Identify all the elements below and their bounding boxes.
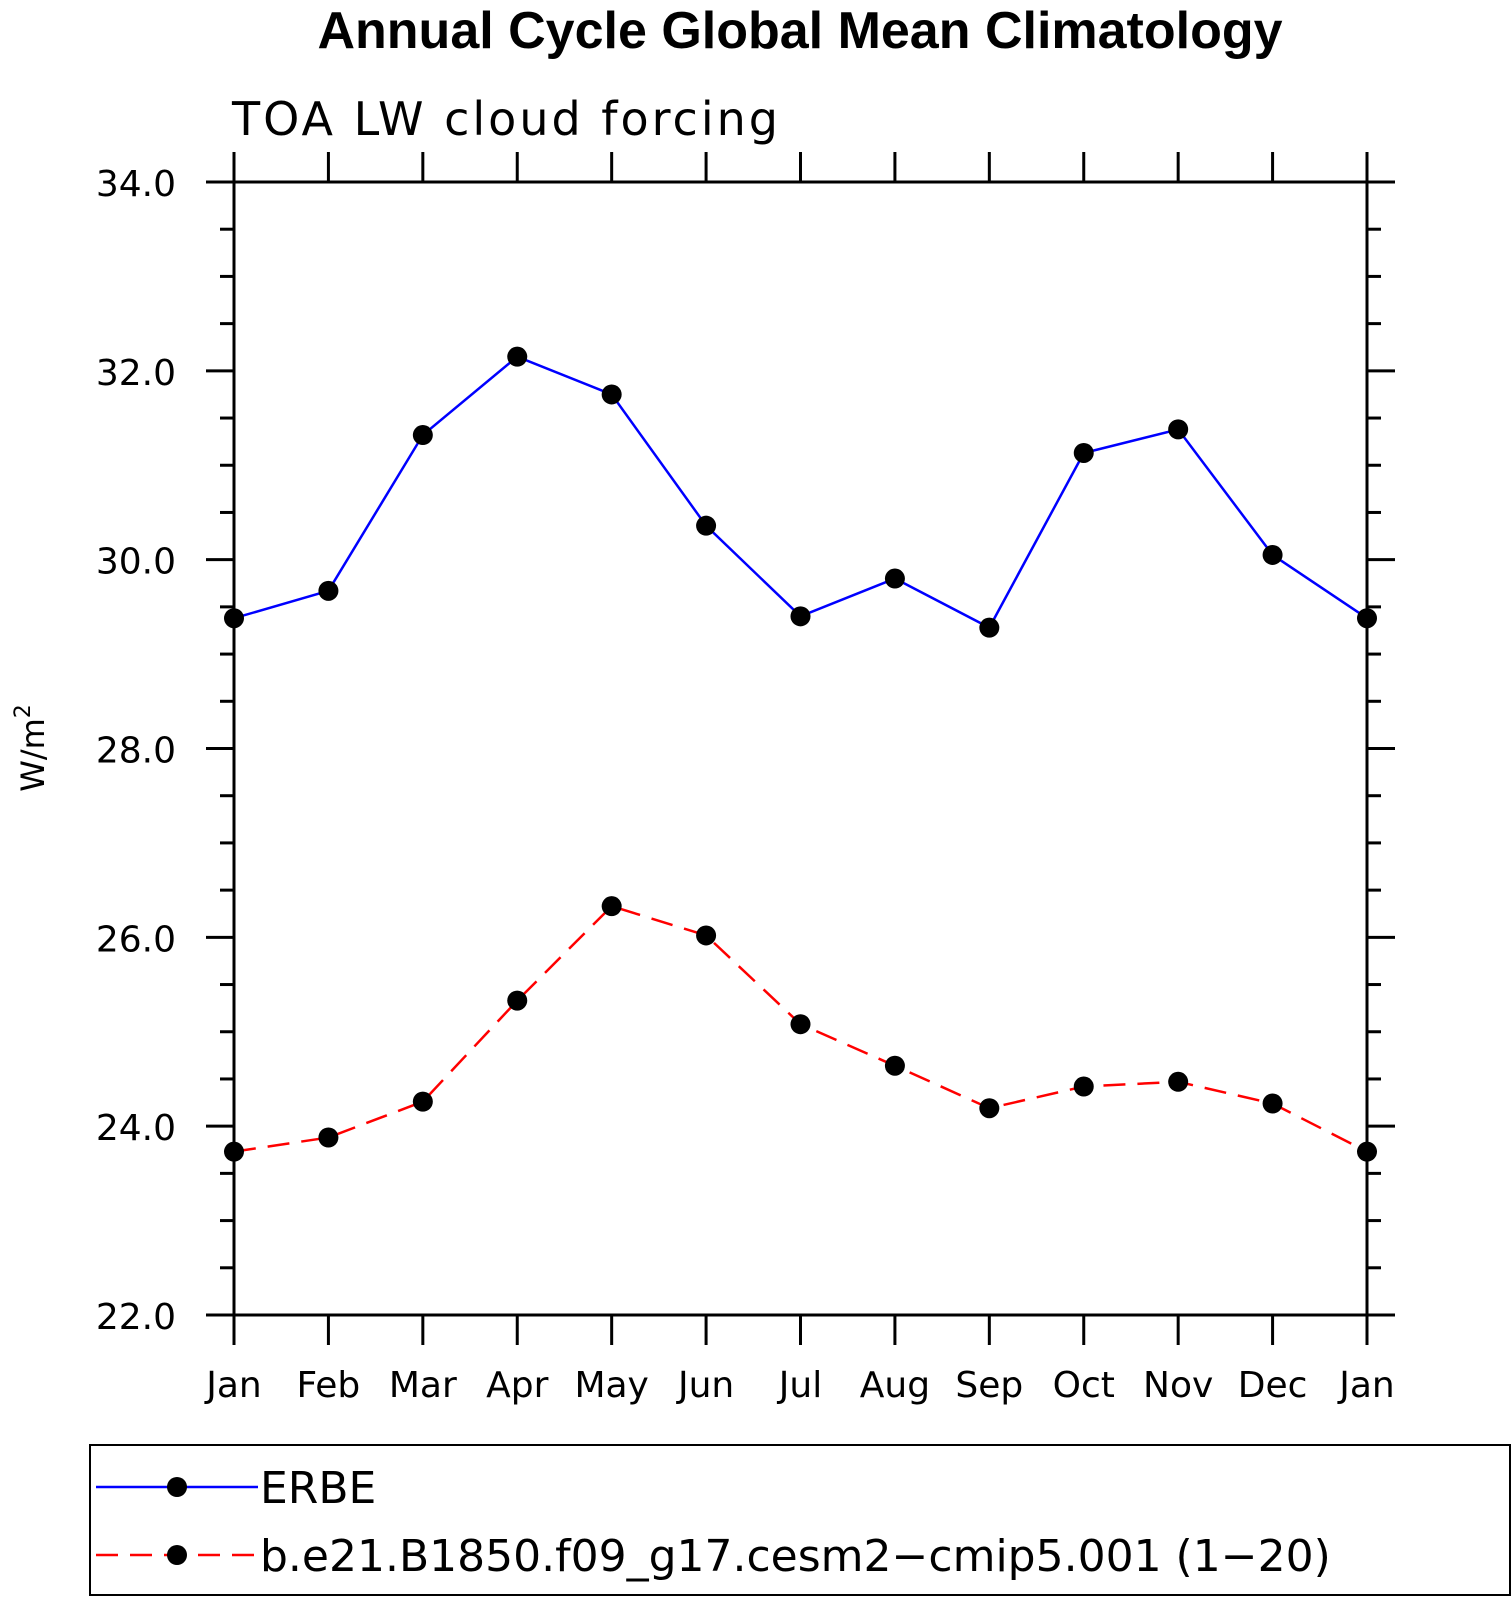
legend-label-0: ERBE bbox=[260, 1463, 376, 1514]
series-1-point bbox=[1073, 1076, 1094, 1097]
series-1-point bbox=[696, 925, 717, 946]
y-tick-label: 26.0 bbox=[96, 919, 176, 960]
series-0-point bbox=[1168, 419, 1189, 440]
x-tick-label: Jan bbox=[204, 1365, 262, 1406]
y-tick-label: 32.0 bbox=[96, 353, 176, 394]
series-0-point bbox=[884, 568, 905, 589]
series-0-point bbox=[979, 617, 1000, 638]
x-tick-label: Nov bbox=[1143, 1365, 1213, 1406]
series-1-point bbox=[1357, 1141, 1377, 1162]
x-tick-label: Jun bbox=[676, 1365, 734, 1406]
x-tick-label: Jan bbox=[1337, 1365, 1395, 1406]
legend-marker-1 bbox=[167, 1545, 187, 1565]
series-1-point bbox=[601, 896, 622, 917]
series-0-point bbox=[696, 515, 717, 536]
series-0-point bbox=[507, 346, 528, 367]
series-1-point bbox=[1262, 1093, 1283, 1114]
y-tick-labels: 22.0 24.0 26.0 28.0 30.0 32.0 34.0 bbox=[96, 164, 176, 1338]
series-0-point bbox=[1262, 544, 1283, 565]
series-0-point bbox=[318, 580, 339, 601]
series-1-point bbox=[224, 1141, 244, 1162]
plot-frame bbox=[232, 180, 1369, 1317]
series-0-point bbox=[601, 384, 622, 405]
x-tick-label: Jul bbox=[777, 1365, 822, 1406]
axis-ticks bbox=[206, 152, 1395, 1345]
series-1-point bbox=[412, 1091, 433, 1112]
chart-title: Annual Cycle Global Mean Climatology bbox=[317, 2, 1282, 60]
series-1-point bbox=[318, 1127, 339, 1148]
series-layer bbox=[224, 346, 1377, 1162]
svg-text:W/m2: W/m2 bbox=[11, 704, 52, 792]
series-0-point bbox=[412, 425, 433, 446]
series-0-point bbox=[1073, 442, 1094, 463]
series-line-0 bbox=[233, 355, 1368, 630]
y-tick-label: 22.0 bbox=[96, 1297, 176, 1338]
series-1-point bbox=[1168, 1071, 1189, 1092]
x-tick-label: Aug bbox=[860, 1365, 930, 1406]
x-tick-label: May bbox=[574, 1365, 648, 1406]
series-1-point bbox=[884, 1055, 905, 1076]
x-tick-labels: Jan Feb Mar Apr May Jun Jul Aug Sep Oct Nov Dec Jan bbox=[204, 1365, 1395, 1406]
legend-label-1: b.e21.B1850.f09_g17.cesm2−cmip5.001 (1−2… bbox=[260, 1531, 1331, 1582]
legend: ERBE b.e21.B1850.f09_g17.cesm2−cmip5.001 … bbox=[89, 1444, 1511, 1596]
series-1-point bbox=[979, 1098, 1000, 1119]
legend-items: ERBE b.e21.B1850.f09_g17.cesm2−cmip5.001 … bbox=[96, 1463, 1331, 1582]
chart-subtitle: TOA LW cloud forcing bbox=[231, 92, 781, 146]
x-tick-label: Apr bbox=[486, 1365, 548, 1406]
y-axis-label: W/m2 bbox=[11, 704, 52, 792]
y-axis-label-text: W/m bbox=[14, 718, 52, 792]
x-tick-label: Dec bbox=[1238, 1365, 1308, 1406]
series-0-point bbox=[1357, 608, 1377, 629]
y-tick-label: 34.0 bbox=[96, 164, 176, 205]
y-tick-label: 30.0 bbox=[96, 542, 176, 583]
y-axis-label-superscript: 2 bbox=[11, 704, 36, 718]
x-tick-label: Oct bbox=[1053, 1365, 1115, 1406]
series-1-point bbox=[790, 1014, 811, 1035]
x-tick-label: Feb bbox=[297, 1365, 361, 1406]
legend-marker-0 bbox=[167, 1477, 187, 1497]
series-0-point bbox=[790, 606, 811, 627]
y-tick-label: 24.0 bbox=[96, 1108, 176, 1149]
y-tick-label: 28.0 bbox=[96, 731, 176, 772]
series-0-point bbox=[224, 608, 244, 629]
series-1-point bbox=[507, 990, 528, 1011]
x-tick-label: Sep bbox=[955, 1365, 1023, 1406]
legend-box bbox=[89, 1444, 1511, 1596]
x-tick-label: Mar bbox=[389, 1365, 457, 1406]
